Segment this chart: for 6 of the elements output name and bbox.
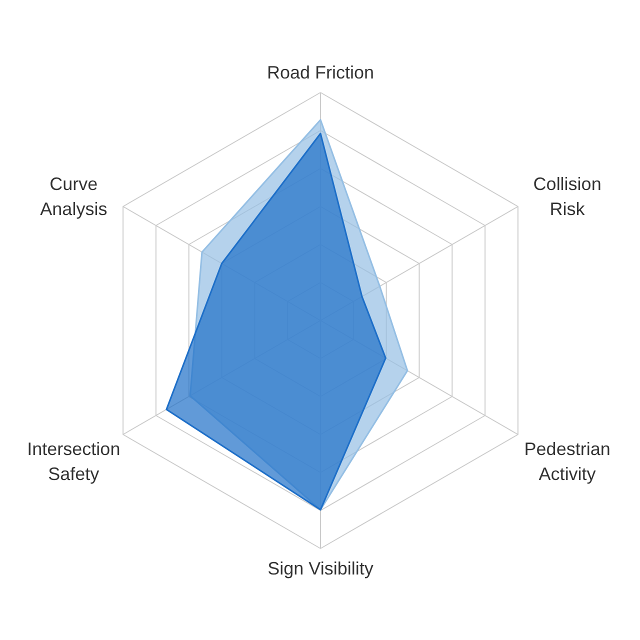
- spoke-label: Intersection Safety: [27, 439, 120, 484]
- spoke-label: Curve Analysis: [40, 174, 108, 219]
- spoke-label: Road Friction: [266, 62, 374, 82]
- spoke-label: Sign Visibility: [268, 558, 374, 578]
- spoke-label: Collision Risk: [533, 174, 602, 219]
- spoke-label: Pedestrian Activity: [524, 439, 610, 484]
